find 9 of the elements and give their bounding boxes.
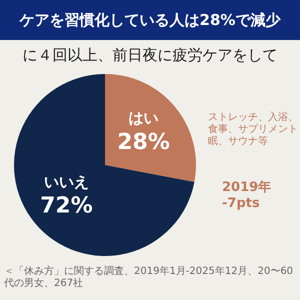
text: ＜「休み方」に関する調査、2019年1月-2025年12月、20〜60代の男女、267社	[4, 266, 294, 290]
text: 2019年 -7pts	[222, 180, 272, 212]
slice-label: はい	[128, 108, 159, 127]
chart-subtitle: に４回以上、前日夜に疲労ケアをして	[22, 46, 278, 65]
data-label: 28%	[117, 130, 170, 155]
text: ストレッチ、入浴、食事、サプリメント眠、サウナ等	[208, 112, 299, 148]
chart-title: ケアを習慣化している人は28%で減少	[0, 0, 300, 40]
slice-label: いいえ	[44, 172, 89, 191]
data-label: 72%	[40, 194, 93, 219]
